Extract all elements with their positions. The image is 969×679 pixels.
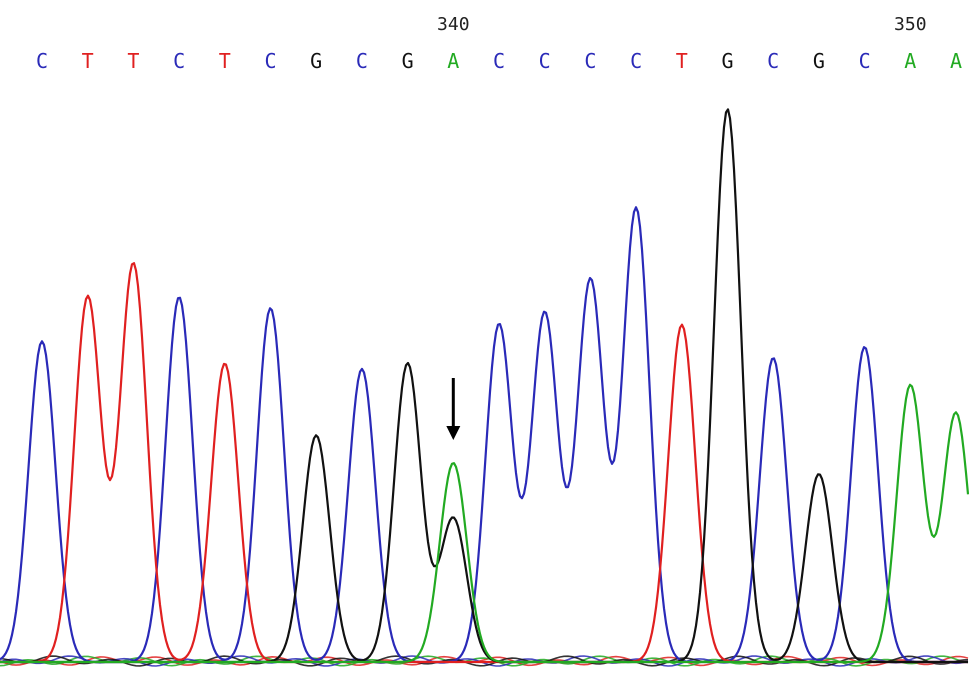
- position-label-340: 340: [437, 14, 470, 35]
- base-call-1: C: [36, 49, 48, 73]
- base-call-12: C: [539, 49, 551, 73]
- base-call-7: G: [310, 49, 322, 73]
- trace-A: [0, 383, 969, 664]
- trace-C: [0, 206, 968, 664]
- base-call-15: T: [676, 49, 688, 73]
- base-call-13: C: [584, 49, 596, 73]
- base-call-9: G: [402, 49, 414, 73]
- base-call-5: T: [219, 49, 231, 73]
- trace-T: [0, 262, 968, 664]
- position-ruler: 340 350: [437, 14, 927, 35]
- position-label-350: 350: [894, 14, 927, 35]
- base-call-6: C: [264, 49, 276, 73]
- base-call-4: C: [173, 49, 185, 73]
- base-call-8: C: [356, 49, 368, 73]
- base-call-19: C: [859, 49, 871, 73]
- base-call-10: A: [447, 49, 459, 73]
- annotation-layer: [446, 378, 461, 440]
- base-call-14: C: [630, 49, 642, 73]
- base-call-21: A: [950, 49, 962, 73]
- base-call-11: C: [493, 49, 505, 73]
- base-call-17: C: [767, 49, 779, 73]
- arrow-down-icon: [446, 426, 461, 440]
- base-call-16: G: [721, 49, 733, 73]
- base-call-18: G: [813, 49, 825, 73]
- base-call-3: T: [127, 49, 139, 73]
- trace-curves: [0, 108, 969, 664]
- base-call-20: A: [904, 49, 916, 73]
- base-call-2: T: [82, 49, 94, 73]
